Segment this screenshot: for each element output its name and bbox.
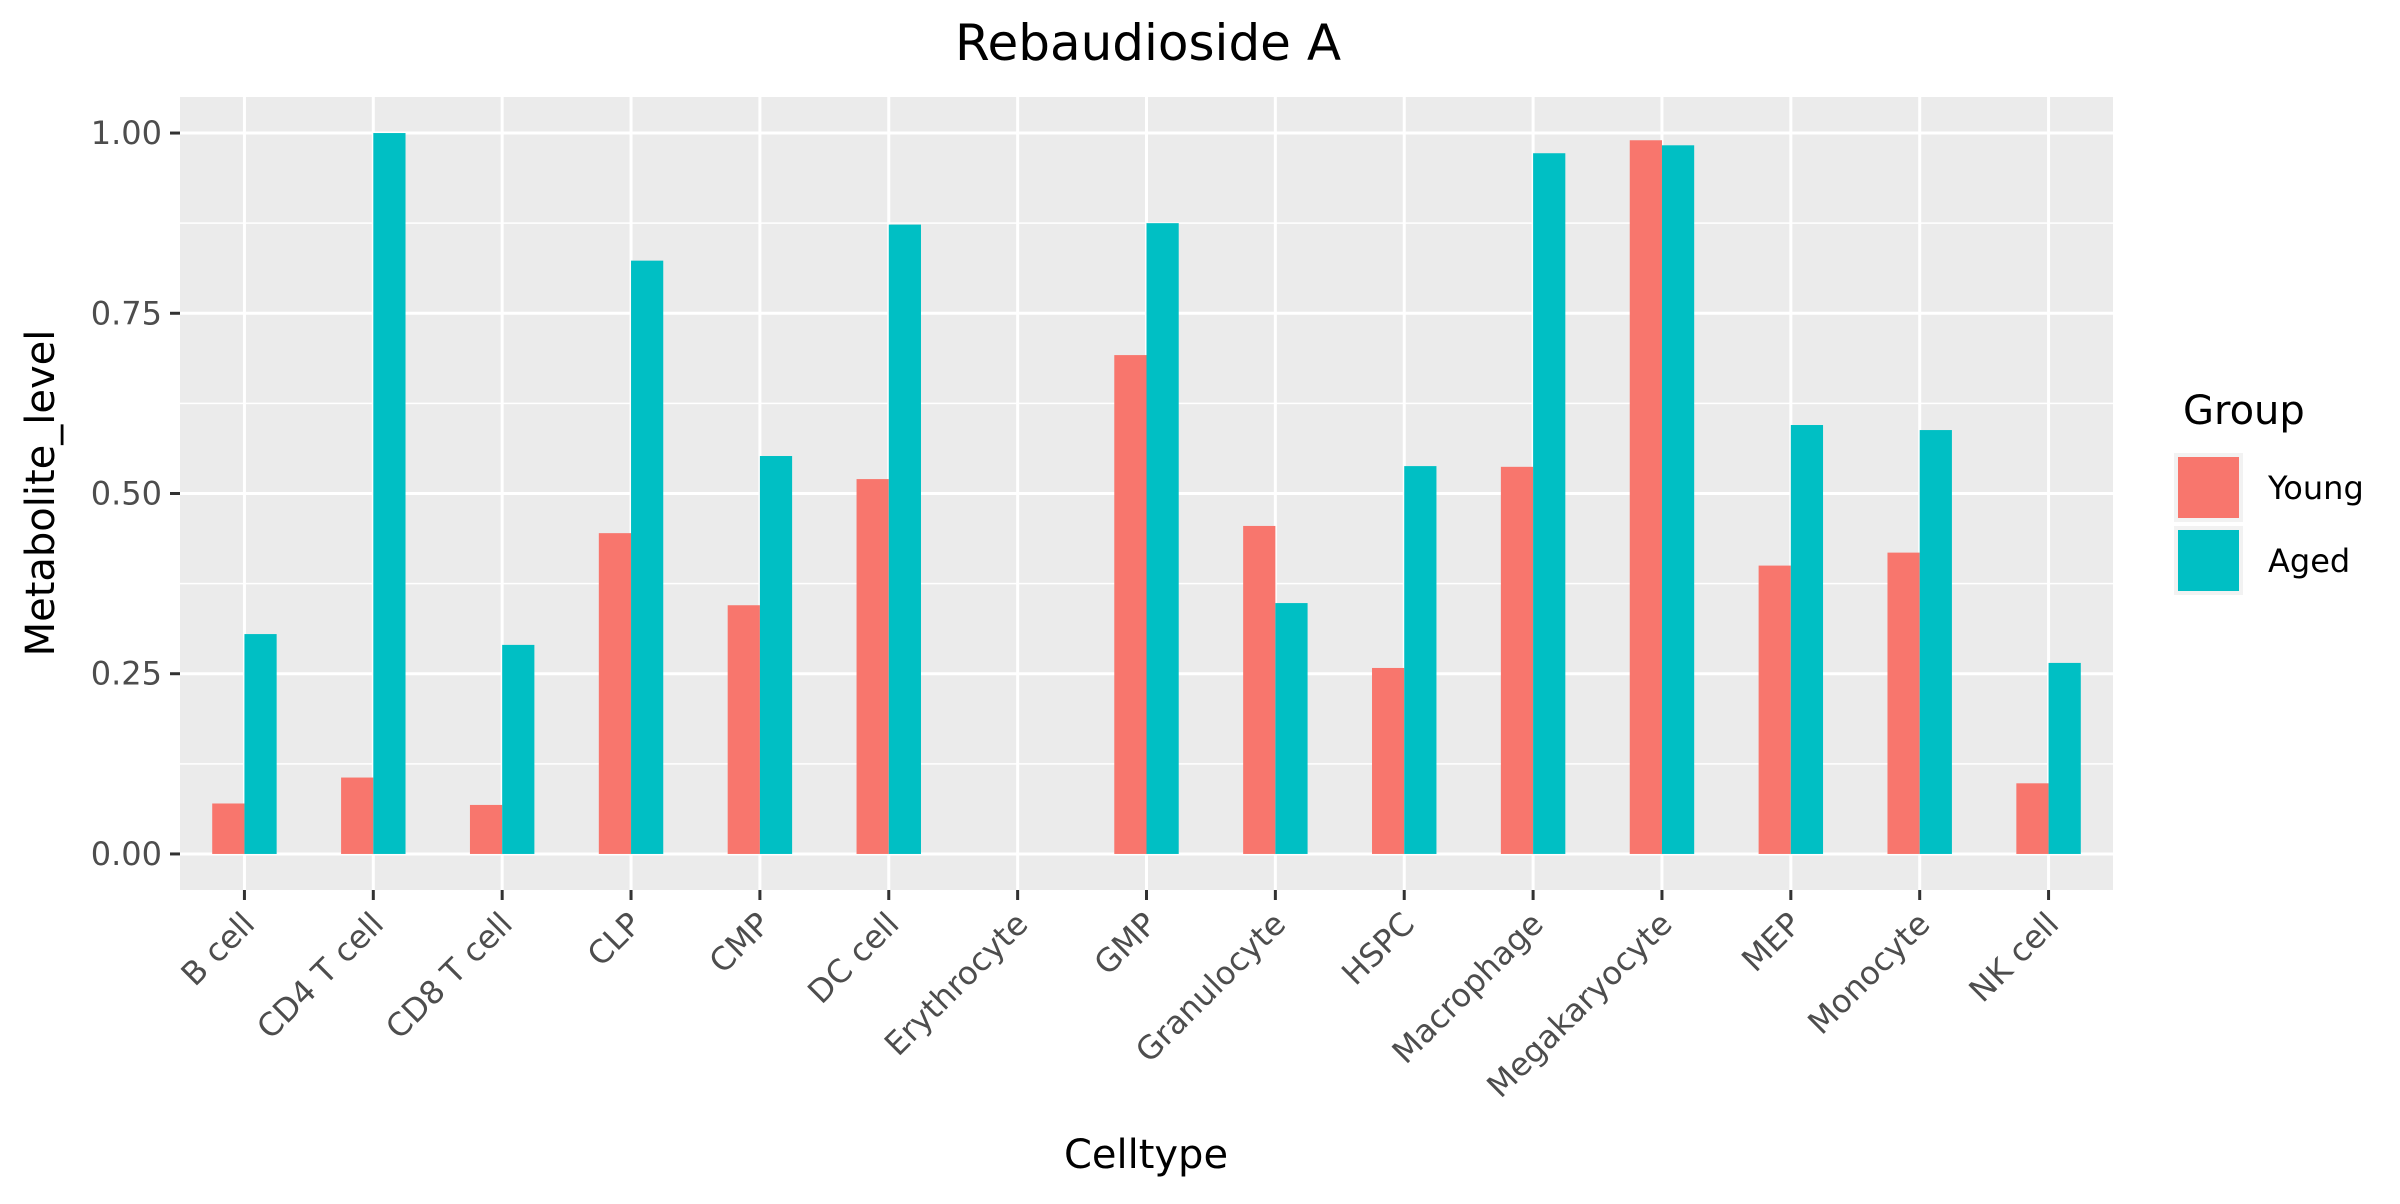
bar-aged bbox=[1919, 430, 1952, 854]
bar-young bbox=[1629, 140, 1662, 854]
bar-young bbox=[1758, 565, 1791, 854]
bar-young bbox=[1887, 552, 1920, 854]
y-tick-label: 0.25 bbox=[91, 655, 162, 693]
bar-aged bbox=[373, 133, 406, 854]
bar-aged bbox=[888, 224, 921, 854]
bar-young bbox=[1243, 525, 1276, 854]
bar-aged bbox=[631, 260, 664, 854]
x-tick-label: DC cell bbox=[800, 905, 906, 1011]
bar-aged bbox=[2048, 662, 2081, 854]
bar-young bbox=[469, 804, 503, 854]
legend: Group Young Aged bbox=[2174, 388, 2364, 595]
bar-aged bbox=[1275, 603, 1308, 854]
bar-young bbox=[341, 777, 374, 854]
x-tick-label: NK cell bbox=[1961, 905, 2066, 1010]
y-axis-label: Metabolite_level bbox=[18, 330, 64, 657]
bar-young bbox=[856, 479, 889, 854]
bar-young bbox=[727, 605, 760, 854]
bar-aged bbox=[1661, 145, 1695, 854]
legend-title: Group bbox=[2183, 388, 2305, 434]
bar-aged bbox=[1790, 425, 1824, 854]
bar-young bbox=[598, 533, 632, 854]
y-tick-label: 0.75 bbox=[91, 294, 162, 332]
bars bbox=[212, 133, 2081, 854]
y-tick-label: 1.00 bbox=[91, 114, 162, 152]
bar-young bbox=[1500, 466, 1534, 854]
bar-young bbox=[1372, 667, 1405, 854]
bar-aged bbox=[1404, 466, 1437, 854]
x-tick-label: CLP bbox=[580, 905, 649, 974]
legend-key-young bbox=[2178, 457, 2239, 518]
legend-label: Aged bbox=[2268, 542, 2350, 580]
bar-aged bbox=[759, 456, 793, 854]
x-tick-label: MEP bbox=[1734, 905, 1808, 979]
x-tick-label: CMP bbox=[702, 905, 778, 981]
x-tick-label: Monocyte bbox=[1800, 905, 1937, 1042]
bar-aged bbox=[244, 634, 277, 854]
y-tick-label: 0.50 bbox=[91, 475, 162, 513]
x-tick-label: GMP bbox=[1087, 905, 1165, 983]
legend-key-aged bbox=[2178, 530, 2239, 591]
y-tick-label: 0.00 bbox=[91, 835, 162, 873]
bar-aged bbox=[1533, 153, 1566, 854]
bar-young bbox=[212, 803, 245, 854]
chart-title: Rebaudioside A bbox=[955, 14, 1341, 72]
x-tick-label: CD4 T cell bbox=[249, 905, 391, 1047]
bar-aged bbox=[1146, 223, 1179, 854]
x-tick-label: HSPC bbox=[1334, 905, 1422, 993]
y-axis: 0.00 0.25 0.50 0.75 1.00 bbox=[91, 114, 180, 873]
bar-aged bbox=[502, 644, 535, 854]
legend-label: Young bbox=[2267, 469, 2364, 507]
x-tick-label: CD8 T cell bbox=[378, 905, 520, 1047]
x-axis-label: Celltype bbox=[1064, 1132, 1228, 1178]
bar-young bbox=[1114, 355, 1147, 854]
bar-young bbox=[2016, 783, 2049, 854]
x-tick-label: B cell bbox=[174, 905, 263, 994]
